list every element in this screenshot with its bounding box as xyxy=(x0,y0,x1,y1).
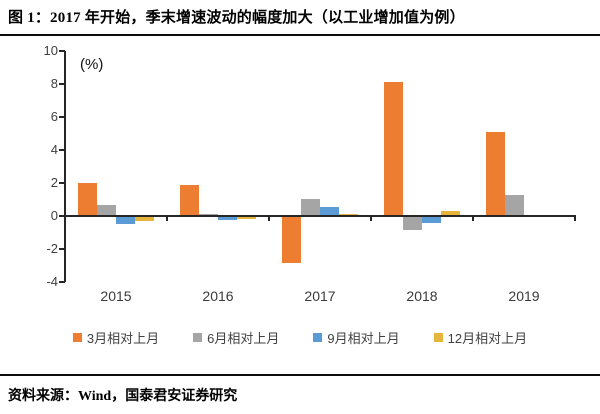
bar-2015-s1 xyxy=(97,205,116,216)
bar-2017-s1 xyxy=(301,198,320,216)
x-axis-tick xyxy=(166,216,168,221)
bar-2016-s3 xyxy=(237,217,256,220)
bar-2016-s0 xyxy=(180,184,199,216)
y-axis-tick xyxy=(59,83,65,85)
y-axis-label: -2 xyxy=(46,241,58,256)
legend-item-s0: 3月相对上月 xyxy=(72,328,160,347)
legend-item-s2: 9月相对上月 xyxy=(313,328,400,347)
x-axis-label: 2018 xyxy=(406,288,438,304)
bar-2018-s1 xyxy=(403,217,422,231)
y-axis-tick xyxy=(59,215,65,217)
y-axis-label: 4 xyxy=(50,142,58,157)
x-axis-tick xyxy=(370,216,372,221)
legend-marker xyxy=(72,332,82,342)
x-axis-label: 2019 xyxy=(508,288,540,304)
y-axis-tick xyxy=(59,248,65,250)
y-axis-tick xyxy=(59,182,65,184)
legend-label: 12月相对上月 xyxy=(447,330,528,346)
x-axis-line xyxy=(64,215,576,217)
legend-label: 3月相对上月 xyxy=(86,330,160,346)
bar-2018-s0 xyxy=(384,82,403,216)
y-axis-label: -4 xyxy=(46,274,58,289)
x-axis-label: 2016 xyxy=(202,288,234,304)
y-axis-tick xyxy=(59,281,65,283)
chart-legend: 3月相对上月 6月相对上月 9月相对上月 12月相对上月 xyxy=(0,328,600,346)
figure-title: 图 1：2017 年开始，季末增速波动的幅度加大（以工业增加值为例） xyxy=(0,0,600,36)
bar-2018-s2 xyxy=(422,217,441,223)
bar-2019-s0 xyxy=(486,131,505,216)
bar-2015-s3 xyxy=(135,217,154,222)
legend-marker xyxy=(433,332,443,342)
bar-2017-s2 xyxy=(320,206,339,216)
bar-2018-s3 xyxy=(441,211,460,216)
y-axis-tick xyxy=(59,50,65,52)
x-axis-tick xyxy=(574,216,576,221)
legend-label: 6月相对上月 xyxy=(207,330,280,346)
x-axis-tick xyxy=(268,216,270,221)
x-axis-label: 2015 xyxy=(100,288,132,304)
bar-2019-s1 xyxy=(505,194,524,216)
x-axis-label: 2017 xyxy=(304,288,336,304)
bar-2015-s2 xyxy=(116,217,135,224)
bar-2015-s0 xyxy=(78,183,97,216)
y-axis-line xyxy=(64,51,66,282)
bar-chart: 10 8 6 4 2 0 -2 -4 (%) 2015 2016 2017 2018 2019 xyxy=(0,36,600,306)
legend-item-s1: 6月相对上月 xyxy=(193,328,279,347)
y-axis-label: 2 xyxy=(50,175,58,190)
x-axis-tick xyxy=(64,216,66,221)
bar-2016-s2 xyxy=(218,217,237,221)
y-axis-label: 8 xyxy=(50,76,58,91)
y-axis-label: 10 xyxy=(43,43,58,58)
x-axis-tick xyxy=(472,216,474,221)
y-axis-tick xyxy=(59,149,65,151)
legend-item-s3: 12月相对上月 xyxy=(433,328,528,347)
legend-label: 9月相对上月 xyxy=(327,330,400,346)
bar-2017-s0 xyxy=(282,217,301,264)
y-axis-unit-label: (%) xyxy=(80,56,104,73)
y-axis-label: 6 xyxy=(50,109,58,124)
bar-2016-s1 xyxy=(199,213,218,216)
y-axis-tick xyxy=(59,116,65,118)
legend-marker xyxy=(193,332,203,342)
source-note: 资料来源：Wind，国泰君安证券研究 xyxy=(0,374,600,411)
legend-marker xyxy=(313,332,323,342)
y-axis-label: 0 xyxy=(50,208,58,223)
